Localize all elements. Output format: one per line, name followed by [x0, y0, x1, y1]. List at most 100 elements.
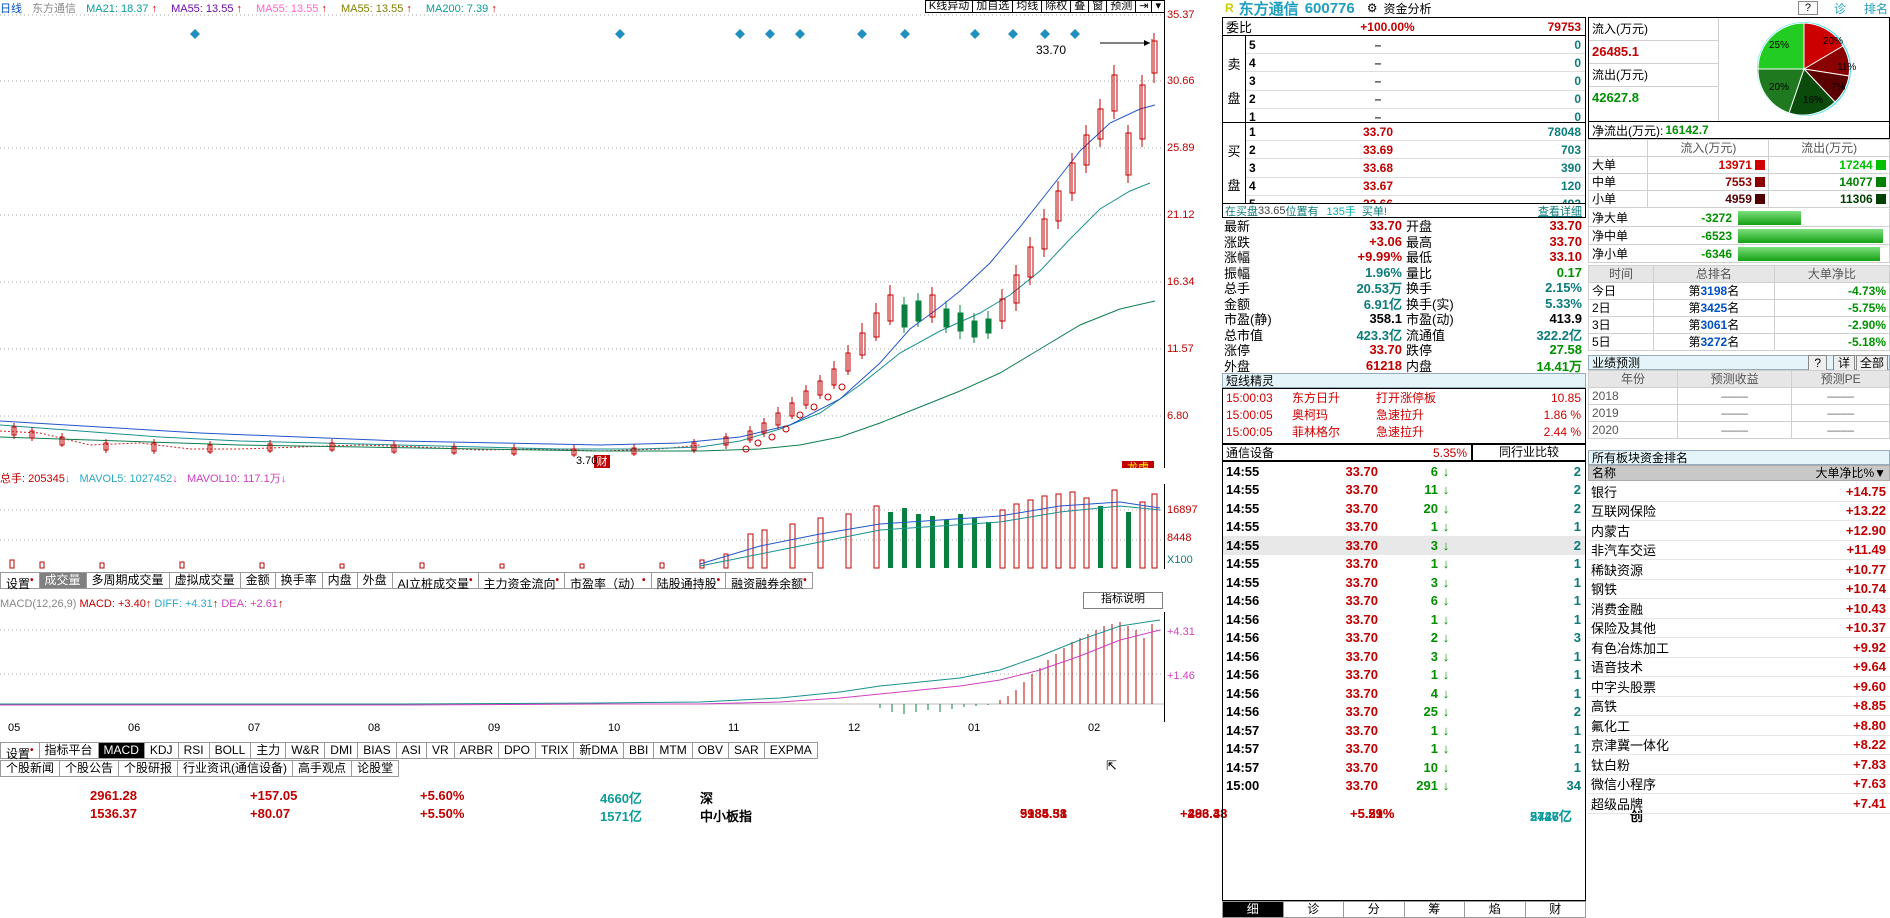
chart-annotation-cai[interactable]: 财	[594, 455, 610, 468]
right-tab-分[interactable]: 分	[1344, 901, 1405, 918]
toolbar-button-设置[interactable]: 设置•	[0, 572, 40, 591]
tick-row[interactable]: 14:56 33.70 25 ↓ 2	[1223, 703, 1585, 722]
toolbar-button-MACD[interactable]: MACD	[98, 742, 145, 759]
toolbar-button-论股堂[interactable]: 论股堂	[352, 760, 400, 777]
toolbar-button-虚拟成交量[interactable]: 虚拟成交量	[169, 572, 241, 589]
chart-toolbar-button-2[interactable]: 均线	[1013, 0, 1043, 13]
sector-row[interactable]: 微信小程序 +7.63	[1588, 775, 1890, 794]
orderbook-row[interactable]: 4 33.67 120	[1246, 178, 1585, 196]
alert-row[interactable]: 15:00:05 菲林格尔 急速拉升 2.44 %	[1223, 423, 1585, 440]
chart-annotation-longhu[interactable]: 龙虎	[1122, 461, 1154, 468]
diagnose-button[interactable]: 诊	[1833, 1, 1846, 16]
collapse-icon[interactable]: ⇱	[1106, 758, 1117, 773]
toolbar-button-主力[interactable]: 主力	[251, 742, 287, 759]
sector-row[interactable]: 互联网保险 +13.22	[1588, 502, 1890, 521]
toolbar-button-换手率[interactable]: 换手率	[275, 572, 323, 589]
sector-row[interactable]: 京津冀一体化 +8.22	[1588, 736, 1890, 755]
toolbar-button-VR[interactable]: VR	[426, 742, 455, 759]
alert-row[interactable]: 15:00:03 东方日升 打开涨停板 10.85	[1223, 389, 1585, 406]
kline-chart[interactable]: q 财 龙虎 3.70 33.70	[0, 13, 1165, 468]
rank-button[interactable]: 排名	[1863, 1, 1888, 16]
orderbook-row[interactable]: 1 – 0	[1246, 109, 1585, 126]
toolbar-button-个股新闻[interactable]: 个股新闻	[0, 760, 61, 777]
industry-row[interactable]: 通信设备 5.35%	[1222, 444, 1472, 461]
tick-row[interactable]: 14:57 33.70 10 ↓ 1	[1223, 758, 1585, 777]
right-tab-筹[interactable]: 筹	[1404, 901, 1465, 918]
tick-row[interactable]: 14:55 33.70 3 ↓ 1	[1223, 573, 1585, 592]
tick-row[interactable]: 14:56 33.70 4 ↓ 1	[1223, 684, 1585, 703]
toolbar-button-个股研报[interactable]: 个股研报	[119, 760, 179, 777]
tick-row[interactable]: 14:56 33.70 1 ↓ 1	[1223, 610, 1585, 629]
toolbar-button-内盘[interactable]: 内盘	[322, 572, 358, 589]
chart-toolbar-button-8[interactable]: ▾	[1152, 0, 1165, 13]
right-tab-焰[interactable]: 焰	[1465, 901, 1526, 918]
tick-row[interactable]: 14:55 33.70 20 ↓ 2	[1223, 499, 1585, 518]
tick-row[interactable]: 14:56 33.70 6 ↓ 1	[1223, 592, 1585, 611]
toolbar-button-OBV[interactable]: OBV	[692, 742, 730, 759]
alert-row[interactable]: 15:00:05 奥柯玛 急速拉升 1.86 %	[1223, 406, 1585, 423]
sector-row[interactable]: 高铁 +8.85	[1588, 697, 1890, 716]
orderbook-row[interactable]: 1 33.70 78048	[1246, 123, 1585, 142]
tick-list[interactable]: 14:55 33.70 6 ↓ 2 14:55 33.70 11 ↓ 2 14:55 33.70 20 ↓…	[1222, 461, 1586, 901]
forecast-all-button[interactable]: 全部	[1855, 354, 1888, 371]
right-tab-财[interactable]: 财	[1525, 901, 1586, 918]
toolbar-button-BIAS[interactable]: BIAS	[358, 742, 397, 759]
toolbar-button-融资融券余额[interactable]: 融资融券余额•	[726, 572, 813, 591]
toolbar-button-行业资讯(通信设备)[interactable]: 行业资讯(通信设备)	[178, 760, 294, 777]
toolbar-button-MTM[interactable]: MTM	[654, 742, 693, 759]
toolbar-button-成交量[interactable]: 成交量	[39, 572, 87, 589]
toolbar-button-个股公告[interactable]: 个股公告	[60, 760, 120, 777]
toolbar-button-指标平台[interactable]: 指标平台	[39, 742, 99, 759]
chart-toolbar[interactable]: K线异动 加自选 均线 除权叠窗预测 ⇥ ▾	[924, 0, 1165, 13]
sector-row[interactable]: 非汽车交运 +11.49	[1588, 541, 1890, 560]
toolbar-button-DPO[interactable]: DPO	[499, 742, 537, 759]
tick-row[interactable]: 14:56 33.70 3 ↓ 1	[1223, 647, 1585, 666]
toolbar-button-EXPMA[interactable]: EXPMA	[764, 742, 818, 759]
toolbar-button-BBI[interactable]: BBI	[624, 742, 655, 759]
chart-toolbar-button-5[interactable]: 窗	[1089, 0, 1108, 13]
sectors-column-header[interactable]: 名称 大单净比%▼	[1588, 465, 1890, 481]
tick-row[interactable]: 15:00 33.70 291 ↓ 34	[1223, 777, 1585, 796]
toolbar-button-新DMA[interactable]: 新DMA	[574, 742, 625, 759]
toolbar-button-市盈率（动）[interactable]: 市盈率（动）•	[565, 572, 652, 591]
orderbook-alert[interactable]: 在买盘 33.65 位置有 135手 买单! 查看详细	[1222, 203, 1586, 218]
sector-row[interactable]: 银行 +14.75	[1588, 482, 1890, 502]
alerts-list[interactable]: 15:00:03 东方日升 打开涨停板 10.85 15:00:05 奥柯玛 急速拉升 1.8…	[1222, 388, 1586, 444]
sector-row[interactable]: 中字头股票 +9.60	[1588, 677, 1890, 697]
orderbook[interactable]: 委比 +100.00% 79753 卖盘 5–0 4–0 3–0 2–0 1–0 买盘 …	[1222, 17, 1586, 211]
forecast-help-button[interactable]: ?	[1808, 354, 1827, 371]
orderbook-row[interactable]: 3 – 0	[1246, 72, 1585, 91]
tick-row[interactable]: 14:55 33.70 3 ↓ 2	[1223, 536, 1585, 555]
toolbar-button-KDJ[interactable]: KDJ	[144, 742, 179, 759]
news-toolbar[interactable]: 个股新闻 个股公告 个股研报 行业资讯(通信设备) 高手观点 论股堂	[0, 760, 1222, 777]
gear-icon[interactable]: ⚙	[1366, 1, 1378, 15]
toolbar-button-高手观点[interactable]: 高手观点	[293, 760, 353, 777]
sector-row[interactable]: 氟化工 +8.80	[1588, 716, 1890, 736]
toolbar-button-RSI[interactable]: RSI	[178, 742, 210, 759]
sectors-list[interactable]: 银行 +14.75 互联网保险 +13.22 内蒙古 +12.90 非汽车交运 +11.49 稀…	[1588, 482, 1890, 902]
sector-row[interactable]: 钢铁 +10.74	[1588, 580, 1890, 599]
right-tab-细[interactable]: 细	[1222, 901, 1284, 918]
period-label[interactable]: 日线	[0, 3, 22, 15]
toolbar-button-TRIX[interactable]: TRIX	[536, 742, 575, 759]
toolbar-button-AI立桩成交量[interactable]: AI立桩成交量•	[392, 572, 479, 591]
toolbar-button-ASI[interactable]: ASI	[396, 742, 427, 759]
chart-toolbar-button-6[interactable]: 预测	[1107, 0, 1137, 13]
chart-toolbar-button-1[interactable]: 加自选	[973, 0, 1014, 13]
tick-row[interactable]: 14:56 33.70 2 ↓ 3	[1223, 629, 1585, 648]
alert-detail-link[interactable]: 查看详细	[1538, 205, 1582, 218]
chart-toolbar-button-4[interactable]: 叠	[1071, 0, 1090, 13]
tick-row[interactable]: 14:55 33.70 11 ↓ 2	[1223, 481, 1585, 500]
tick-row[interactable]: 14:55 33.70 6 ↓ 2	[1223, 462, 1585, 481]
toolbar-button-主力资金流向[interactable]: 主力资金流向•	[478, 572, 566, 591]
orderbook-row[interactable]: 4 – 0	[1246, 54, 1585, 73]
toolbar-button-设置[interactable]: 设置•	[0, 742, 40, 761]
tick-row[interactable]: 14:55 33.70 1 ↓ 1	[1223, 555, 1585, 574]
tick-row[interactable]: 14:57 33.70 1 ↓ 1	[1223, 740, 1585, 759]
toolbar-button-多周期成交量[interactable]: 多周期成交量	[86, 572, 170, 589]
toolbar-button-金额[interactable]: 金额	[240, 572, 276, 589]
toolbar-button-SAR[interactable]: SAR	[729, 742, 765, 759]
indicator-note-button[interactable]: 指标说明	[1083, 592, 1163, 609]
orderbook-row[interactable]: 3 33.68 390	[1246, 159, 1585, 178]
tick-row[interactable]: 14:56 33.70 1 ↓ 1	[1223, 666, 1585, 685]
